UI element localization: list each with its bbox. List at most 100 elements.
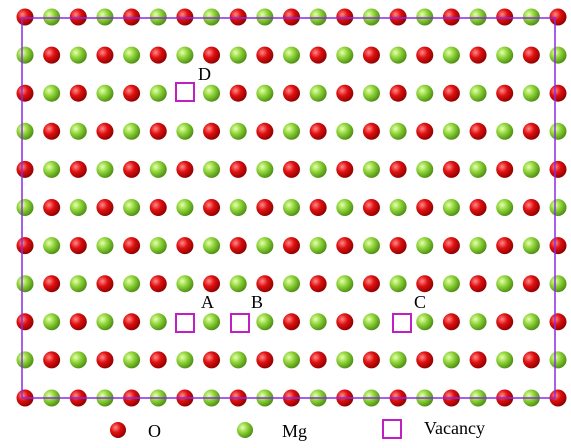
o-atom: [443, 85, 460, 102]
mg-atom: [550, 47, 567, 64]
o-atom: [203, 199, 220, 216]
o-atom: [123, 237, 140, 254]
mg-atom: [470, 9, 487, 26]
o-atom: [496, 237, 513, 254]
mg-atom: [390, 123, 407, 140]
mg-atom: [470, 85, 487, 102]
mg-atom: [96, 313, 113, 330]
o-atom: [496, 161, 513, 178]
mg-atom: [70, 123, 87, 140]
mg-atom: [70, 351, 87, 368]
o-atom: [17, 313, 34, 330]
o-atom: [336, 85, 353, 102]
mg-atom: [256, 161, 273, 178]
legend: O Mg Vacancy: [110, 418, 485, 441]
o-atom: [70, 237, 87, 254]
mg-atom: [496, 47, 513, 64]
o-atom: [43, 199, 60, 216]
mg-atom: [17, 123, 34, 140]
o-atom: [96, 123, 113, 140]
o-atom: [363, 123, 380, 140]
mg-atom: [43, 161, 60, 178]
o-atom: [363, 275, 380, 292]
mg-atom: [523, 237, 540, 254]
o-atom: [43, 351, 60, 368]
o-atom: [336, 9, 353, 26]
o-atom: [523, 47, 540, 64]
o-atom: [443, 313, 460, 330]
mg-atom: [496, 275, 513, 292]
mg-atom: [363, 161, 380, 178]
o-atom: [176, 9, 193, 26]
o-atom: [470, 123, 487, 140]
o-atom: [43, 275, 60, 292]
mg-atom: [70, 199, 87, 216]
o-atom: [230, 85, 247, 102]
o-atom: [150, 47, 167, 64]
mg-atom: [310, 237, 327, 254]
mg-atom: [70, 47, 87, 64]
o-atom: [523, 123, 540, 140]
mg-atom: [416, 313, 433, 330]
o-atom: [550, 313, 567, 330]
o-atom: [496, 9, 513, 26]
mg-atom: [443, 275, 460, 292]
mg-atom: [496, 123, 513, 140]
o-atom: [176, 161, 193, 178]
mg-atom: [363, 85, 380, 102]
mg-atom: [96, 85, 113, 102]
o-atom: [416, 275, 433, 292]
vacancy-label: D: [198, 64, 211, 84]
mg-atom: [283, 123, 300, 140]
o-atom: [43, 47, 60, 64]
mg-atom: [390, 351, 407, 368]
o-atom: [96, 199, 113, 216]
o-atom: [70, 313, 87, 330]
mg-atom: [443, 351, 460, 368]
vacancy-label: B: [251, 292, 263, 312]
mg-atom: [17, 351, 34, 368]
o-atom: [17, 161, 34, 178]
o-atom: [150, 275, 167, 292]
mg-atom: [523, 161, 540, 178]
vacancy-box: [176, 314, 194, 332]
mg-atom: [176, 47, 193, 64]
o-atom: [550, 161, 567, 178]
mg-atom: [336, 275, 353, 292]
o-atom: [176, 237, 193, 254]
mg-atom: [363, 313, 380, 330]
mg-atom: [203, 161, 220, 178]
mg-atom: [550, 351, 567, 368]
mg-atom: [443, 123, 460, 140]
mg-atom: [256, 9, 273, 26]
o-atom: [150, 351, 167, 368]
o-atom: [390, 85, 407, 102]
mg-atom: [150, 313, 167, 330]
o-atom: [123, 161, 140, 178]
o-atom: [390, 9, 407, 26]
mg-atom: [310, 313, 327, 330]
mg-atom: [523, 313, 540, 330]
mg-atom: [203, 313, 220, 330]
o-atom: [443, 9, 460, 26]
mg-atom: [123, 199, 140, 216]
mg-atom: [416, 161, 433, 178]
mg-atom: [17, 275, 34, 292]
mg-atom: [310, 85, 327, 102]
mg-atom: [96, 161, 113, 178]
o-atom: [230, 161, 247, 178]
o-atom: [390, 161, 407, 178]
o-atom: [256, 275, 273, 292]
o-atom: [96, 275, 113, 292]
o-atom: [363, 47, 380, 64]
o-atom: [336, 237, 353, 254]
o-atom: [523, 199, 540, 216]
o-atom: [70, 85, 87, 102]
mg-atom: [150, 161, 167, 178]
mg-atom: [203, 85, 220, 102]
o-atom: [416, 47, 433, 64]
mg-atom: [550, 275, 567, 292]
o-atom: [336, 313, 353, 330]
mg-atom: [523, 9, 540, 26]
mg-atom: [443, 47, 460, 64]
